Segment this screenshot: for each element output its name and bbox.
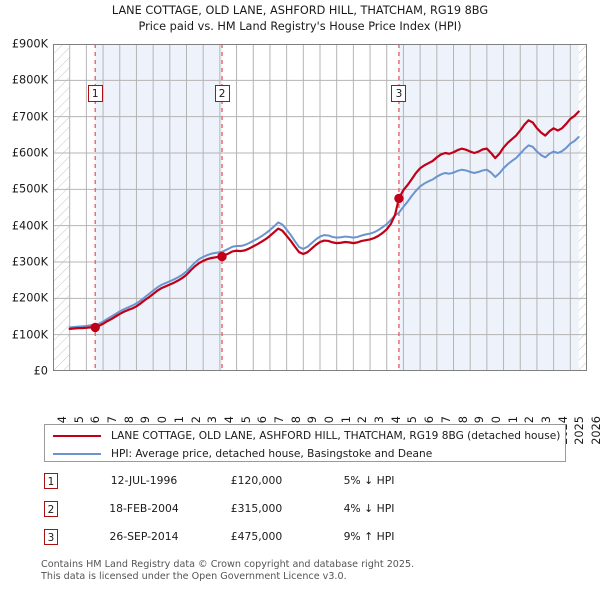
legend-swatch-series2-icon: [53, 452, 101, 455]
page-title: LANE COTTAGE, OLD LANE, ASHFORD HILL, TH…: [0, 3, 600, 34]
title-line-1: LANE COTTAGE, OLD LANE, ASHFORD HILL, TH…: [111, 4, 489, 17]
y-axis-tick-label: £900K: [11, 37, 48, 51]
transaction-date: 18-FEB-2004: [109, 502, 179, 515]
transaction-points: [90, 193, 404, 333]
legend-label-series1: LANE COTTAGE, OLD LANE, ASHFORD HILL, TH…: [111, 429, 561, 442]
transaction-hpi-delta: 4% ↓ HPI: [343, 502, 395, 515]
chart-plot-area: 1 2 3: [53, 44, 587, 371]
transaction-hpi-delta: 9% ↑ HPI: [343, 530, 395, 543]
transaction-index-badge[interactable]: 1: [44, 473, 58, 489]
transaction-point: [394, 193, 404, 204]
legend-entry-series2: HPI: Average price, detached house, Basi…: [45, 444, 432, 463]
series-lines: [68, 110, 580, 330]
grid-lines: [53, 44, 587, 371]
transaction-price: £315,000: [230, 502, 283, 515]
transaction-row: 3 26-SEP-2014 £475,000 9% ↑ HPI: [44, 526, 464, 554]
y-axis-tick-label: £100K: [11, 328, 48, 342]
chart-svg: [53, 44, 587, 371]
transaction-point: [90, 322, 100, 333]
ownership-bands: [95, 44, 579, 371]
y-axis-tick-label: £0: [33, 364, 48, 378]
series-line-2: [68, 136, 580, 329]
transaction-price: £475,000: [230, 530, 283, 543]
title-line-2: Price paid vs. HM Land Registry's House …: [138, 19, 462, 33]
chart-legend: LANE COTTAGE, OLD LANE, ASHFORD HILL, TH…: [44, 424, 566, 462]
y-axis-tick-label: £300K: [11, 255, 48, 269]
legend-entry-series1: LANE COTTAGE, OLD LANE, ASHFORD HILL, TH…: [45, 426, 560, 445]
y-axis-labels: £0 £100K £200K £300K £400K £500K £600K £700K £80…: [0, 38, 51, 377]
hatch-left: [53, 44, 70, 371]
transaction-marker-badge-2[interactable]: 2: [214, 85, 230, 102]
transactions-table: 1 12-JUL-1996 £120,000 5% ↓ HPI 2 18-FEB-2004…: [44, 470, 464, 554]
transaction-marker-badge-3[interactable]: 3: [391, 85, 407, 102]
y-axis-tick-label: £200K: [11, 291, 48, 305]
no-data-hatch: [53, 44, 587, 371]
transaction-index-badge[interactable]: 2: [44, 501, 58, 517]
transaction-date: 26-SEP-2014: [109, 530, 179, 543]
legend-label-series2: HPI: Average price, detached house, Basi…: [111, 447, 433, 460]
footer-line-1: Contains HM Land Registry data © Crown c…: [41, 559, 415, 570]
hatch-right: [578, 44, 587, 371]
y-axis-tick-label: £600K: [11, 146, 48, 160]
x-axis-tick-label: 2025: [573, 416, 587, 445]
transaction-hpi-delta: 5% ↓ HPI: [343, 474, 395, 487]
transaction-marker-lines: [94, 44, 400, 371]
transaction-point: [217, 251, 227, 262]
x-axis-tick-label: 2026: [590, 416, 600, 445]
legend-swatch-series1-icon: [53, 434, 101, 437]
footer-line-2: This data is licensed under the Open Gov…: [41, 570, 347, 582]
transaction-date: 12-JUL-1996: [110, 474, 178, 487]
y-axis-tick-label: £800K: [11, 73, 48, 87]
y-axis-tick-label: £700K: [11, 110, 48, 124]
y-axis-tick-label: £400K: [11, 219, 48, 233]
transaction-index-badge[interactable]: 3: [44, 529, 58, 545]
plot-frame: [53, 44, 587, 371]
transaction-marker-badge-1[interactable]: 1: [87, 85, 103, 102]
transaction-row: 2 18-FEB-2004 £315,000 4% ↓ HPI: [44, 498, 464, 526]
x-axis-labels: 1994199519961997199819992000200120022003…: [53, 374, 600, 445]
series-line-1: [68, 110, 580, 330]
copyright-footer: Contains HM Land Registry data © Crown c…: [41, 559, 571, 582]
transaction-price: £120,000: [230, 474, 283, 487]
transaction-row: 1 12-JUL-1996 £120,000 5% ↓ HPI: [44, 470, 464, 498]
y-axis-tick-label: £500K: [11, 182, 48, 196]
ownership-band: [398, 44, 579, 371]
